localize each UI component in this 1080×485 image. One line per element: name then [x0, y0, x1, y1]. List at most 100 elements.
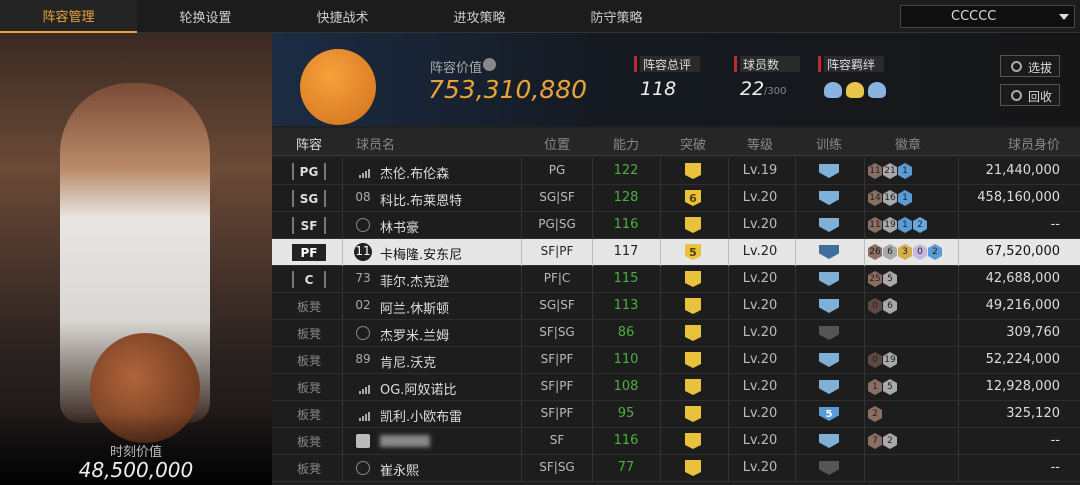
training-badge	[819, 380, 839, 394]
player-name[interactable]: 崔永熙	[380, 464, 420, 479]
column-separator	[342, 455, 343, 482]
table-row[interactable]	[272, 320, 1080, 347]
team-selector[interactable]: CCCCC	[900, 5, 1075, 28]
overall: 77	[617, 460, 635, 475]
player-price: --	[1050, 217, 1060, 232]
training-badge	[819, 353, 839, 367]
table-row[interactable]	[272, 347, 1080, 374]
column-separator	[592, 212, 593, 239]
column-separator	[660, 428, 661, 455]
level: Lv.20	[742, 433, 778, 448]
stat-label: 阵容总评	[640, 56, 700, 72]
player-name[interactable]: 科比.布莱恩特	[380, 194, 463, 209]
skill-badge: 26	[868, 244, 882, 260]
player-price: 52,224,000	[985, 352, 1060, 367]
lineup-slot: 板凳	[296, 354, 321, 368]
tab[interactable]: 进攻策略	[453, 11, 506, 26]
column-separator	[864, 347, 865, 374]
level: Lv.20	[742, 460, 778, 475]
column-header: 训练	[815, 138, 842, 153]
lineup-slot: 板凳	[296, 462, 321, 476]
column-separator	[864, 374, 865, 401]
player-name[interactable]: 肯尼.沃克	[380, 356, 437, 371]
overall: 110	[613, 352, 639, 367]
column-separator	[342, 347, 343, 374]
column-separator	[864, 401, 865, 428]
table-row[interactable]	[272, 455, 1080, 482]
column-separator	[728, 374, 729, 401]
player-name[interactable]: 凯利.小欧布雷	[380, 410, 463, 425]
bond-icon	[824, 82, 842, 98]
level: Lv.20	[742, 271, 778, 286]
position: SF	[549, 433, 565, 447]
column-separator	[864, 239, 865, 266]
training-badge	[819, 434, 839, 448]
table-row[interactable]	[272, 158, 1080, 185]
column-separator	[864, 428, 865, 455]
table-row[interactable]	[272, 401, 1080, 428]
skill-badge: 5	[883, 271, 897, 287]
column-separator	[864, 455, 865, 482]
table-row[interactable]	[272, 293, 1080, 320]
player-price: 21,440,000	[985, 163, 1060, 178]
column-separator	[660, 185, 661, 212]
table-row[interactable]	[272, 266, 1080, 293]
tab[interactable]: 防守策略	[590, 11, 643, 26]
tab[interactable]: 快捷战术	[316, 11, 369, 26]
table-row[interactable]	[272, 185, 1080, 212]
breakthrough-badge	[685, 298, 701, 314]
skill-badge: 1	[868, 379, 882, 395]
position: SF|SG	[539, 325, 575, 339]
column-separator	[958, 293, 959, 320]
signal-icon	[359, 391, 361, 394]
training-badge: 5	[819, 407, 839, 421]
column-separator	[795, 212, 796, 239]
column-separator	[342, 374, 343, 401]
skill-badge: 19	[883, 352, 897, 368]
column-separator	[795, 158, 796, 185]
column-separator	[521, 401, 522, 428]
position: PF|C	[543, 271, 571, 285]
level: Lv.20	[742, 406, 778, 421]
table-row[interactable]	[272, 212, 1080, 239]
player-name[interactable]: OG.阿奴诺比	[380, 383, 457, 398]
column-separator	[958, 455, 959, 482]
jersey-circle	[354, 243, 372, 261]
lineup-value: 753,310,880	[428, 75, 588, 104]
table-row[interactable]	[272, 239, 1080, 266]
table-row[interactable]	[272, 374, 1080, 401]
column-separator	[592, 185, 593, 212]
tab[interactable]: 阵容管理	[0, 0, 137, 33]
column-separator	[592, 455, 593, 482]
player-price: 12,928,000	[985, 379, 1060, 394]
column-separator	[592, 428, 593, 455]
tab[interactable]: 轮换设置	[179, 11, 232, 26]
stat-suffix: /300	[764, 86, 787, 97]
player-name[interactable]: 卡梅隆.安东尼	[380, 248, 463, 263]
table-row[interactable]	[272, 428, 1080, 455]
column-separator	[521, 347, 522, 374]
column-separator	[342, 320, 343, 347]
jersey-number: 89	[355, 352, 371, 366]
action-button[interactable]: 回收	[1000, 84, 1060, 106]
player-price: 42,688,000	[985, 271, 1060, 286]
button-icon	[1011, 61, 1022, 72]
player-name[interactable]: 杰伦.布伦森	[380, 167, 450, 182]
training-badge	[819, 245, 839, 259]
player-name[interactable]: 杰罗米.兰姆	[380, 329, 450, 344]
overall: 116	[613, 217, 639, 232]
column-separator	[521, 428, 522, 455]
column-separator	[592, 401, 593, 428]
overall: 95	[617, 406, 635, 421]
stat-marker	[818, 56, 821, 72]
lineup-slot: PF	[292, 244, 326, 261]
player-name[interactable]: 菲尔.杰克逊	[380, 275, 450, 290]
action-button[interactable]: 选拔	[1000, 55, 1060, 77]
player-name[interactable]: 阿兰.休斯顿	[380, 302, 450, 317]
player-name[interactable]: 林书豪	[380, 221, 420, 236]
skill-badge: 1	[898, 217, 912, 233]
player-price: 67,520,000	[985, 244, 1060, 259]
player-price: --	[1050, 460, 1060, 475]
skill-badge: 0	[868, 298, 882, 314]
player-price: 325,120	[1006, 406, 1060, 421]
